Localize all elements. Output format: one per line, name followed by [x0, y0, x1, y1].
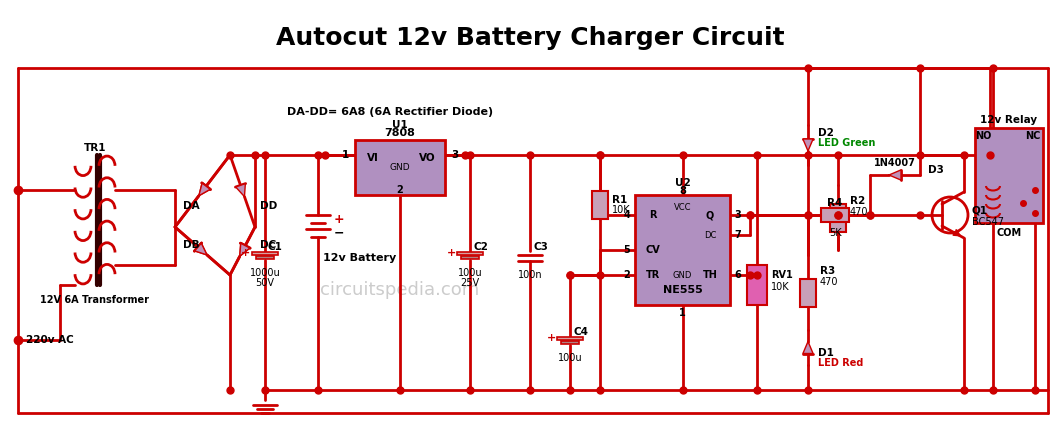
Text: NO: NO — [975, 131, 991, 141]
Text: 1: 1 — [342, 150, 349, 160]
Text: 5K: 5K — [829, 228, 841, 238]
Bar — [634, 195, 730, 305]
Text: TH: TH — [702, 270, 717, 280]
Text: U1: U1 — [393, 120, 407, 130]
Text: 4: 4 — [624, 210, 630, 220]
Text: DA: DA — [184, 201, 201, 211]
Bar — [557, 337, 582, 340]
Text: VCC: VCC — [674, 202, 692, 212]
Text: 10K: 10K — [771, 282, 789, 292]
Text: NC: NC — [1025, 131, 1041, 141]
Polygon shape — [198, 183, 210, 196]
Text: 2: 2 — [624, 270, 630, 280]
Text: LED Green: LED Green — [818, 138, 875, 148]
Text: 7: 7 — [734, 230, 742, 240]
Text: GND: GND — [673, 270, 692, 280]
Text: 50V: 50V — [256, 278, 275, 288]
Text: 100n: 100n — [518, 270, 542, 280]
Bar — [561, 341, 579, 344]
Polygon shape — [240, 244, 249, 256]
Text: C4: C4 — [573, 327, 588, 337]
Polygon shape — [194, 243, 207, 255]
Text: 2: 2 — [397, 185, 403, 195]
Bar — [821, 208, 849, 222]
Text: R2: R2 — [850, 196, 866, 206]
Text: 100u: 100u — [457, 268, 483, 278]
Text: TR1: TR1 — [84, 143, 106, 153]
Text: DC: DC — [260, 240, 276, 250]
Bar — [592, 191, 608, 219]
Text: R1: R1 — [612, 195, 627, 205]
Text: −: − — [334, 227, 345, 240]
Polygon shape — [889, 170, 901, 180]
Bar — [800, 278, 816, 306]
Text: 6: 6 — [734, 270, 742, 280]
Text: Q1: Q1 — [972, 205, 988, 215]
Text: DB: DB — [184, 240, 201, 250]
Text: R: R — [649, 210, 657, 220]
Text: VI: VI — [367, 153, 379, 163]
Text: Q: Q — [706, 210, 714, 220]
Text: 12V 6A Transformer: 12V 6A Transformer — [40, 295, 150, 305]
Text: 3: 3 — [734, 210, 742, 220]
Text: DA-DD= 6A8 (6A Rectifier Diode): DA-DD= 6A8 (6A Rectifier Diode) — [286, 107, 493, 117]
Polygon shape — [803, 139, 813, 151]
Text: DC: DC — [703, 230, 716, 240]
Text: 25V: 25V — [460, 278, 480, 288]
Polygon shape — [194, 243, 207, 255]
Text: D3: D3 — [928, 165, 944, 175]
Text: LED Red: LED Red — [818, 357, 864, 368]
Polygon shape — [198, 183, 210, 196]
Text: TR: TR — [646, 270, 660, 280]
Text: BC547: BC547 — [972, 217, 1004, 227]
Text: circuitspedia.com: circuitspedia.com — [320, 281, 480, 299]
Text: D1: D1 — [818, 348, 834, 357]
Text: 10K: 10K — [612, 205, 630, 215]
Text: 5: 5 — [624, 245, 630, 255]
Text: +: + — [546, 333, 556, 343]
Text: CV: CV — [646, 245, 660, 255]
Text: 3: 3 — [451, 150, 458, 160]
Text: 470: 470 — [820, 277, 838, 287]
Text: COM: COM — [996, 228, 1022, 238]
Text: C1: C1 — [268, 242, 283, 252]
Bar — [253, 252, 278, 255]
Text: GND: GND — [389, 164, 411, 173]
Bar — [355, 140, 445, 195]
Polygon shape — [236, 184, 245, 197]
Bar — [830, 204, 846, 232]
Text: 12v Relay: 12v Relay — [980, 115, 1038, 125]
Text: +: + — [447, 248, 455, 258]
Text: C2: C2 — [473, 242, 488, 252]
Text: R3: R3 — [820, 266, 835, 276]
Text: U2: U2 — [675, 178, 691, 188]
Text: DD: DD — [260, 201, 277, 211]
Text: 1N4007: 1N4007 — [874, 158, 916, 168]
Text: D2: D2 — [818, 128, 834, 138]
Text: 7808: 7808 — [384, 128, 416, 138]
Text: NE555: NE555 — [663, 285, 702, 295]
Text: 1: 1 — [679, 308, 685, 318]
Text: 12v Battery: 12v Battery — [323, 253, 396, 263]
Text: +: + — [241, 248, 250, 258]
Text: 220v AC: 220v AC — [27, 335, 74, 345]
Text: 100u: 100u — [558, 353, 582, 363]
Polygon shape — [240, 244, 249, 256]
Bar — [460, 256, 479, 259]
Text: 8: 8 — [679, 186, 686, 196]
Bar — [975, 128, 1043, 223]
Bar — [747, 265, 767, 305]
Text: 1000u: 1000u — [249, 268, 280, 278]
Text: R4: R4 — [828, 198, 842, 208]
Text: VO: VO — [419, 153, 435, 163]
Text: Autocut 12v Battery Charger Circuit: Autocut 12v Battery Charger Circuit — [276, 26, 784, 50]
Text: 470: 470 — [850, 207, 869, 217]
Bar — [256, 256, 274, 259]
Text: C3: C3 — [533, 242, 547, 252]
Polygon shape — [803, 342, 813, 354]
Bar — [457, 252, 483, 255]
Text: +: + — [334, 212, 345, 226]
Text: RV1: RV1 — [771, 270, 793, 280]
